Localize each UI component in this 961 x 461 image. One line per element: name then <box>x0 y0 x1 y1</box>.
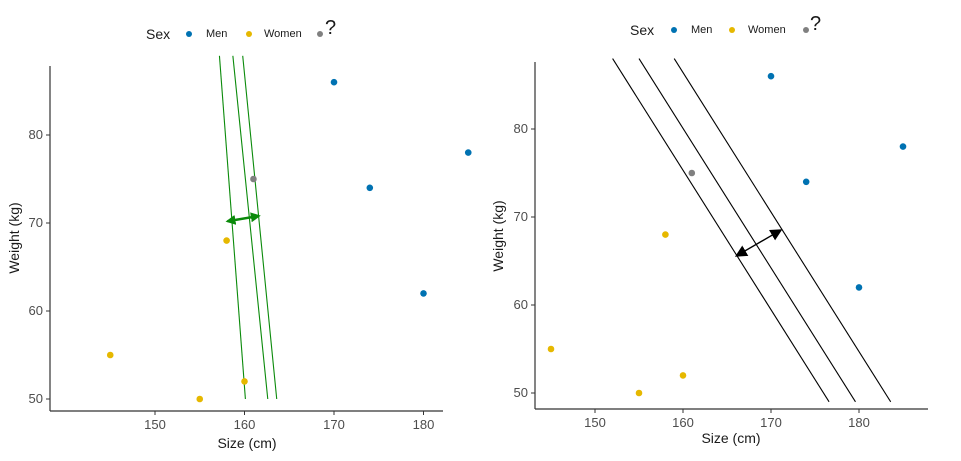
x-tick-label: 150 <box>584 415 606 430</box>
legend-left: Sex Men Women ? <box>146 17 336 42</box>
y-tick-label: 70 <box>514 209 528 224</box>
legend-women-key <box>246 31 252 37</box>
y-tick-label: 80 <box>514 121 528 136</box>
legend-men-label: Men <box>691 24 712 36</box>
points-left <box>106 78 472 403</box>
x-tick-label: 170 <box>323 417 345 432</box>
data-point <box>241 378 248 385</box>
legend-unknown-key <box>803 27 809 33</box>
data-point <box>250 175 257 183</box>
separator-lines-right <box>612 58 892 403</box>
data-point <box>106 351 114 359</box>
separator-lines-left <box>218 55 278 400</box>
data-point <box>420 290 427 297</box>
y-tick-label: 80 <box>29 127 43 142</box>
legend-unknown-key <box>317 31 323 37</box>
panel-right: Sex Men Women ? 150 160 170 180 50 60 70 80 Siz… <box>490 13 928 446</box>
separator-line <box>218 55 246 400</box>
y-tick-label: 50 <box>29 391 43 406</box>
ticks-right: 150 160 170 180 50 60 70 80 <box>514 121 870 430</box>
margin-arrow <box>734 229 783 257</box>
data-point <box>767 72 775 80</box>
data-point <box>547 345 555 353</box>
data-point <box>662 231 669 238</box>
y-tick-label: 50 <box>514 385 528 400</box>
y-tick-label: 70 <box>29 215 43 230</box>
x-axis-title: Size (cm) <box>701 430 760 446</box>
separator-line <box>242 55 278 400</box>
data-point <box>679 372 687 379</box>
points-right <box>547 72 907 397</box>
x-tick-label: 180 <box>848 415 870 430</box>
separator-line <box>638 58 856 403</box>
data-point <box>855 284 863 291</box>
data-point <box>464 149 472 156</box>
separator-line <box>673 58 892 403</box>
legend-unknown-label: ? <box>810 13 821 35</box>
data-point <box>688 169 696 177</box>
data-point <box>223 237 230 244</box>
x-tick-label: 150 <box>144 417 166 432</box>
legend-men-key <box>671 27 677 33</box>
panel-left: Sex Men Women ? 150 160 170 180 50 60 70 80 Siz… <box>6 17 472 451</box>
separator-line <box>232 55 269 400</box>
legend-unknown-label: ? <box>325 17 336 39</box>
data-point <box>802 178 810 186</box>
y-axis-title: Weight (kg) <box>6 202 22 273</box>
data-point <box>196 395 204 403</box>
data-point <box>635 389 643 397</box>
margin-arrow <box>225 212 261 225</box>
data-point <box>330 78 338 86</box>
y-axis-title: Weight (kg) <box>490 200 506 271</box>
x-tick-label: 180 <box>413 417 435 432</box>
separator-line <box>612 58 830 403</box>
x-tick-label: 160 <box>672 415 694 430</box>
legend-right: Sex Men Women ? <box>630 13 821 38</box>
legend-women-key <box>729 27 735 33</box>
data-point <box>366 184 374 192</box>
legend-men-label: Men <box>206 28 227 40</box>
y-tick-label: 60 <box>29 303 43 318</box>
y-tick-label: 60 <box>514 297 528 312</box>
legend-women-label: Women <box>748 24 786 36</box>
data-point <box>899 143 907 150</box>
x-tick-label: 160 <box>234 417 256 432</box>
legend-title: Sex <box>146 26 170 42</box>
x-tick-label: 170 <box>760 415 782 430</box>
legend-men-key <box>186 31 192 37</box>
x-axis-title: Size (cm) <box>217 435 276 451</box>
legend-women-label: Women <box>264 28 302 40</box>
ticks-left: 150 160 170 180 50 60 70 80 <box>29 127 435 432</box>
legend-title: Sex <box>630 22 654 38</box>
